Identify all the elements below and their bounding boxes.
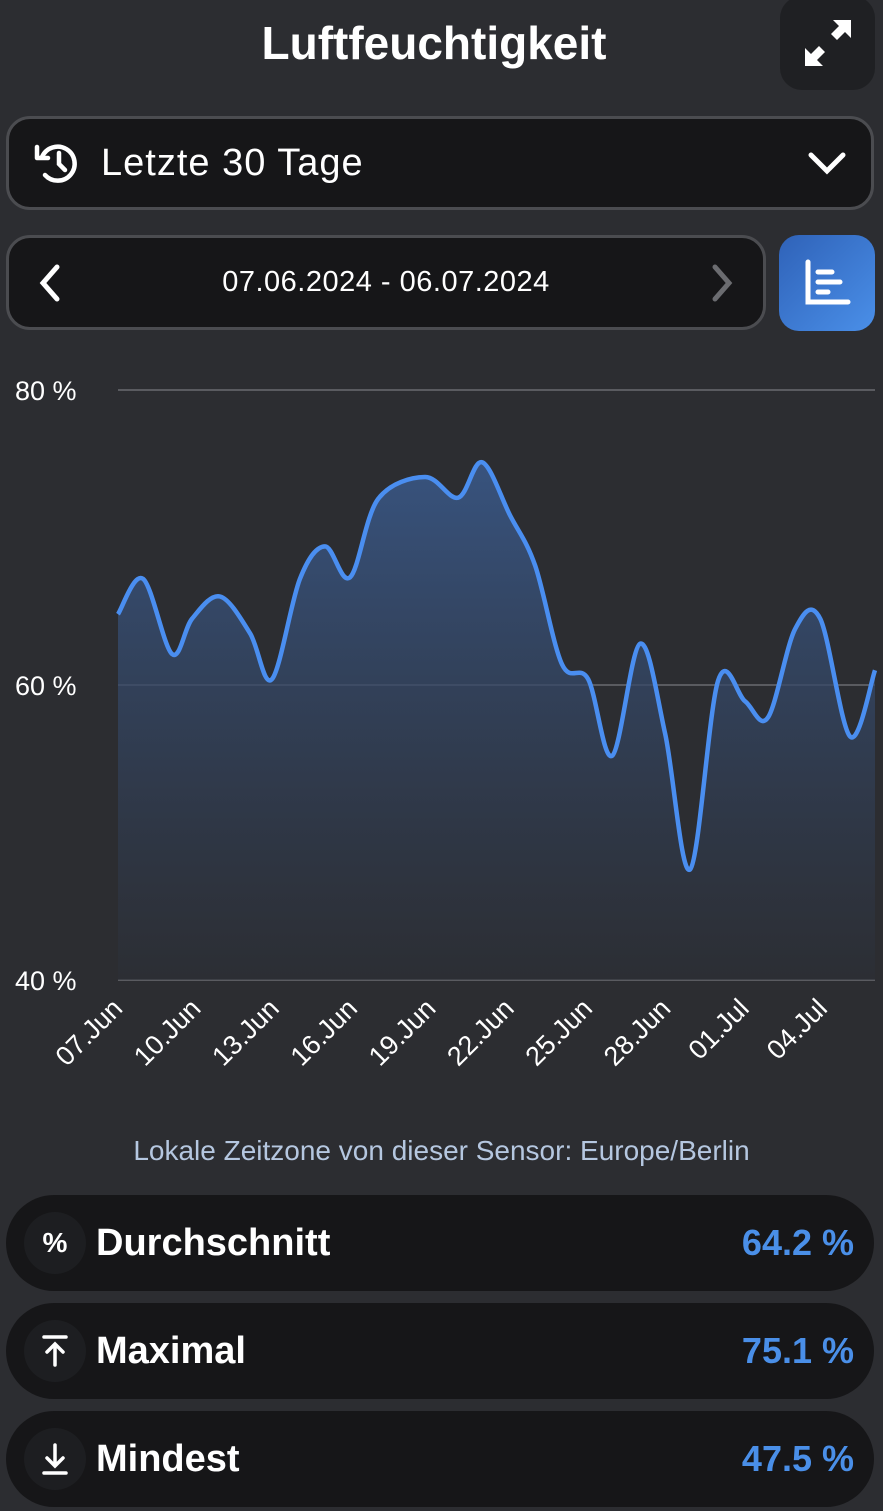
stat-value: 64.2 % [741, 1222, 854, 1263]
date-range-label: 07.06.2024 - 06.07.2024 [222, 266, 550, 298]
previous-period-button[interactable] [35, 263, 65, 303]
stat-label: Maximal [96, 1329, 246, 1372]
x-tick-label: 19.Jun [363, 993, 442, 1072]
stat-minimum: Mindest 47.5 % [6, 1411, 874, 1507]
percent-icon: % [24, 1212, 86, 1274]
x-tick-label: 13.Jun [206, 993, 285, 1072]
humidity-chart: 80 % 60 % 40 %07.Jun 10.Jun 13.Jun 16.Jun 19.J… [15, 376, 878, 1072]
x-tick-label: 25.Jun [520, 993, 599, 1072]
stat-label: Mindest [96, 1437, 240, 1480]
expand-icon [804, 20, 851, 66]
timezone-note: Lokale Zeitzone von dieser Sensor: Europ… [133, 1135, 750, 1166]
x-tick-label: 04.Jul [761, 993, 833, 1065]
y-tick-label: 80 % [15, 376, 77, 406]
y-tick-label: 60 % [15, 671, 77, 701]
x-tick-label: 28.Jun [598, 993, 677, 1072]
bar-chart-icon [805, 259, 851, 305]
chevron-down-icon [808, 152, 846, 175]
stat-average: % Durchschnitt 64.2 % [6, 1195, 874, 1291]
date-range-navigator: 07.06.2024 - 06.07.2024 [6, 235, 766, 330]
stat-value: 75.1 % [741, 1330, 854, 1371]
area-fill [118, 462, 875, 980]
next-period-button[interactable] [707, 263, 737, 303]
period-select[interactable]: Letzte 30 Tage [6, 116, 874, 210]
x-tick-label: 22.Jun [441, 993, 520, 1072]
x-tick-label: 16.Jun [285, 993, 364, 1072]
history-icon [34, 144, 77, 183]
humidity-line [116, 460, 878, 872]
stat-label: Durchschnitt [96, 1221, 331, 1264]
page-title: Luftfeuchtigkeit [261, 17, 607, 69]
stat-value: 47.5 % [741, 1438, 854, 1479]
y-tick-label: 40 % [15, 966, 77, 996]
x-tick-label: 01.Jul [683, 993, 755, 1065]
arrow-down-to-line-icon [24, 1428, 86, 1490]
period-select-label: Letzte 30 Tage [101, 141, 364, 184]
expand-button[interactable] [780, 0, 875, 90]
x-tick-label: 07.Jun [50, 993, 129, 1072]
chart-type-button[interactable] [779, 235, 875, 331]
x-tick-label: 10.Jun [128, 993, 207, 1072]
arrow-up-to-line-icon [24, 1320, 86, 1382]
stat-maximum: Maximal 75.1 % [6, 1303, 874, 1399]
